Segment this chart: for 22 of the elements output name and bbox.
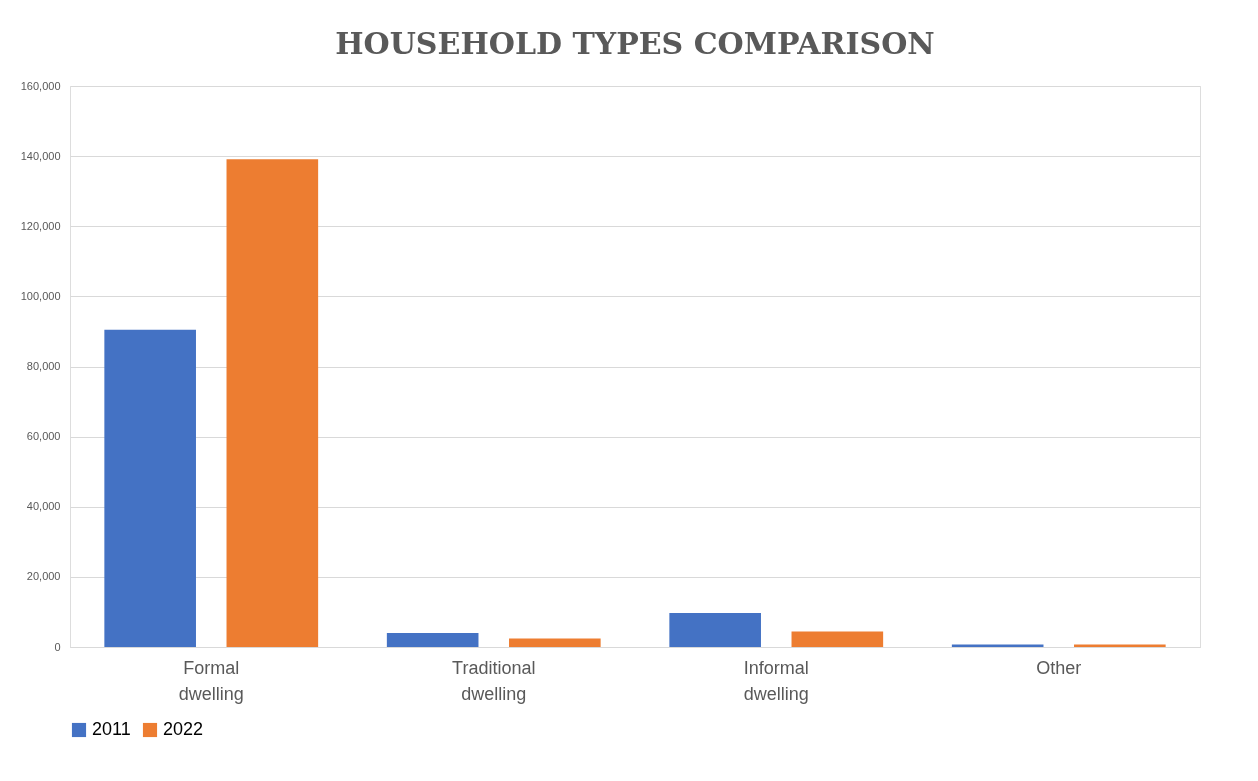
x-tick-label: Informal dwelling	[743, 657, 809, 704]
chart-title: HOUSEHOLD TYPES COMPARISON	[335, 26, 935, 61]
bar	[509, 638, 601, 647]
legend-label: 2022	[163, 719, 204, 739]
y-tick-label: 0	[54, 640, 61, 653]
bar	[791, 631, 884, 647]
y-tick-label: 120,000	[20, 219, 61, 232]
bar	[226, 159, 319, 647]
x-tick-label: Formal dwelling	[178, 657, 244, 704]
legend-label: 2011	[92, 719, 131, 739]
bar	[669, 612, 761, 647]
y-tick-label: 20,000	[26, 570, 61, 583]
y-tick-label: 60,000	[26, 430, 61, 443]
bar	[386, 632, 479, 647]
y-tick-label: 140,000	[20, 149, 61, 162]
y-tick-label: 40,000	[26, 500, 61, 513]
y-tick-label: 80,000	[26, 360, 61, 372]
bar	[104, 329, 196, 647]
y-tick-label: 100,000	[20, 289, 61, 302]
y-tick-label: 160,000	[20, 79, 61, 92]
x-tick-label: Other	[1036, 657, 1082, 678]
x-tick-label: Traditional dwelling	[452, 657, 536, 704]
